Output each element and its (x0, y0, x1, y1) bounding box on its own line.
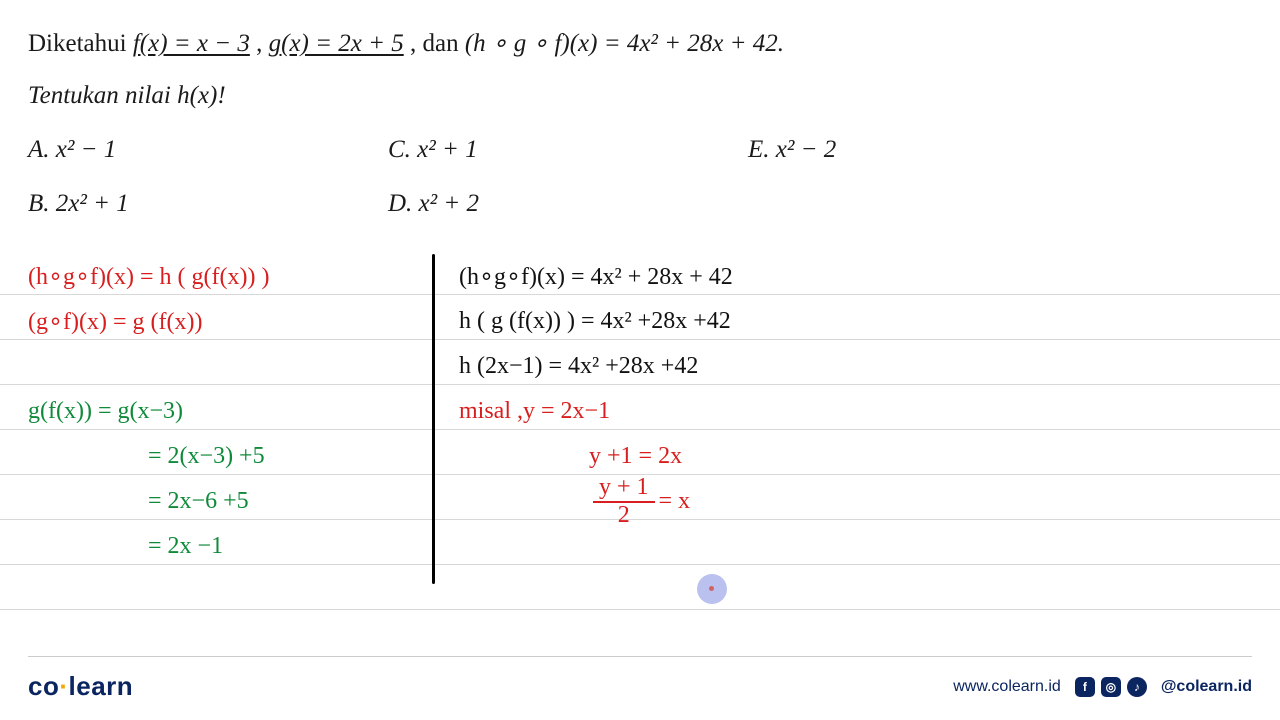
right-line-6: y + 1 2 = x (459, 479, 1252, 524)
right-line-5: y +1 = 2x (459, 434, 1252, 479)
question-line-2: Tentukan nilai h(x)! (28, 76, 1252, 116)
fraction: y + 1 2 (593, 477, 655, 526)
fx-def: f(x) = x − 3 (133, 30, 250, 57)
facebook-icon: f (1075, 677, 1095, 697)
logo-right: learn (69, 671, 134, 701)
question-block: Diketahui f(x) = x − 3 , g(x) = 2x + 5 ,… (28, 24, 1252, 224)
misal-label: misal , (459, 398, 523, 425)
left-spacer (28, 344, 416, 389)
question-line-1: Diketahui f(x) = x − 3 , g(x) = 2x + 5 ,… (28, 24, 1252, 64)
work-left-column: (h∘g∘f)(x) = h ( g(f(x)) ) (g∘f)(x) = g … (28, 254, 428, 584)
option-c: C. x² + 1 (388, 130, 748, 170)
option-e: E. x² − 2 (748, 130, 1108, 170)
eq-rhs: = x (659, 488, 691, 515)
sep: , dan (410, 30, 465, 57)
left-line-2: (g∘f)(x) = g (f(x)) (28, 299, 416, 344)
gx-def: g(x) = 2x + 5 (269, 30, 404, 57)
footer: co·learn www.colearn.id f ◎ ♪ @colearn.i… (28, 656, 1252, 702)
instagram-icon: ◎ (1101, 677, 1121, 697)
option-a: A. x² − 1 (28, 130, 388, 170)
left-line-4: = 2(x−3) +5 (28, 434, 416, 479)
subst-y: y = 2x−1 (523, 398, 610, 425)
footer-url: www.colearn.id (953, 678, 1061, 696)
comp-def: (h ∘ g ∘ f)(x) = 4x² + 28x + 42. (465, 30, 784, 57)
option-b: B. 2x² + 1 (28, 184, 388, 224)
work-right-column: (h∘g∘f)(x) = 4x² + 28x + 42 h ( g (f(x))… (443, 254, 1252, 584)
social-icons: f ◎ ♪ (1075, 677, 1147, 697)
answer-options: A. x² − 1 C. x² + 1 E. x² − 2 B. 2x² + 1… (28, 130, 1252, 224)
left-line-6: = 2x −1 (28, 524, 416, 569)
social-handle: @colearn.id (1161, 678, 1252, 696)
logo-left: co (28, 671, 59, 701)
right-line-4: misal , y = 2x−1 (459, 389, 1252, 434)
right-line-1: (h∘g∘f)(x) = 4x² + 28x + 42 (459, 254, 1252, 299)
left-line-5: = 2x−6 +5 (28, 479, 416, 524)
option-d: D. x² + 2 (388, 184, 748, 224)
right-line-3: h (2x−1) = 4x² +28x +42 (459, 344, 1252, 389)
logo-dot: · (59, 671, 68, 701)
left-line-1: (h∘g∘f)(x) = h ( g(f(x)) ) (28, 254, 416, 299)
text-prefix: Diketahui (28, 30, 133, 57)
handwritten-work: (h∘g∘f)(x) = h ( g(f(x)) ) (g∘f)(x) = g … (28, 254, 1252, 584)
tiktok-icon: ♪ (1127, 677, 1147, 697)
fraction-den: 2 (618, 503, 630, 527)
column-divider (432, 254, 435, 584)
right-line-2: h ( g (f(x)) ) = 4x² +28x +42 (459, 299, 1252, 344)
footer-right: www.colearn.id f ◎ ♪ @colearn.id (953, 677, 1252, 697)
fraction-num: y + 1 (593, 477, 655, 503)
left-line-3: g(f(x)) = g(x−3) (28, 389, 416, 434)
brand-logo: co·learn (28, 671, 133, 702)
sep: , (256, 30, 269, 57)
